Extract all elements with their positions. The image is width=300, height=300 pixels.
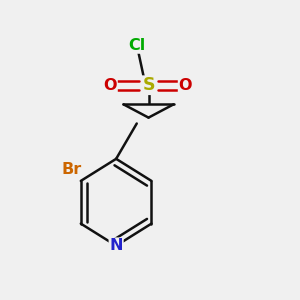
Text: S: S	[142, 76, 155, 94]
Text: O: O	[178, 78, 192, 93]
Text: Br: Br	[62, 162, 82, 177]
Text: N: N	[110, 238, 123, 253]
Text: Cl: Cl	[128, 38, 146, 53]
Text: O: O	[103, 78, 117, 93]
